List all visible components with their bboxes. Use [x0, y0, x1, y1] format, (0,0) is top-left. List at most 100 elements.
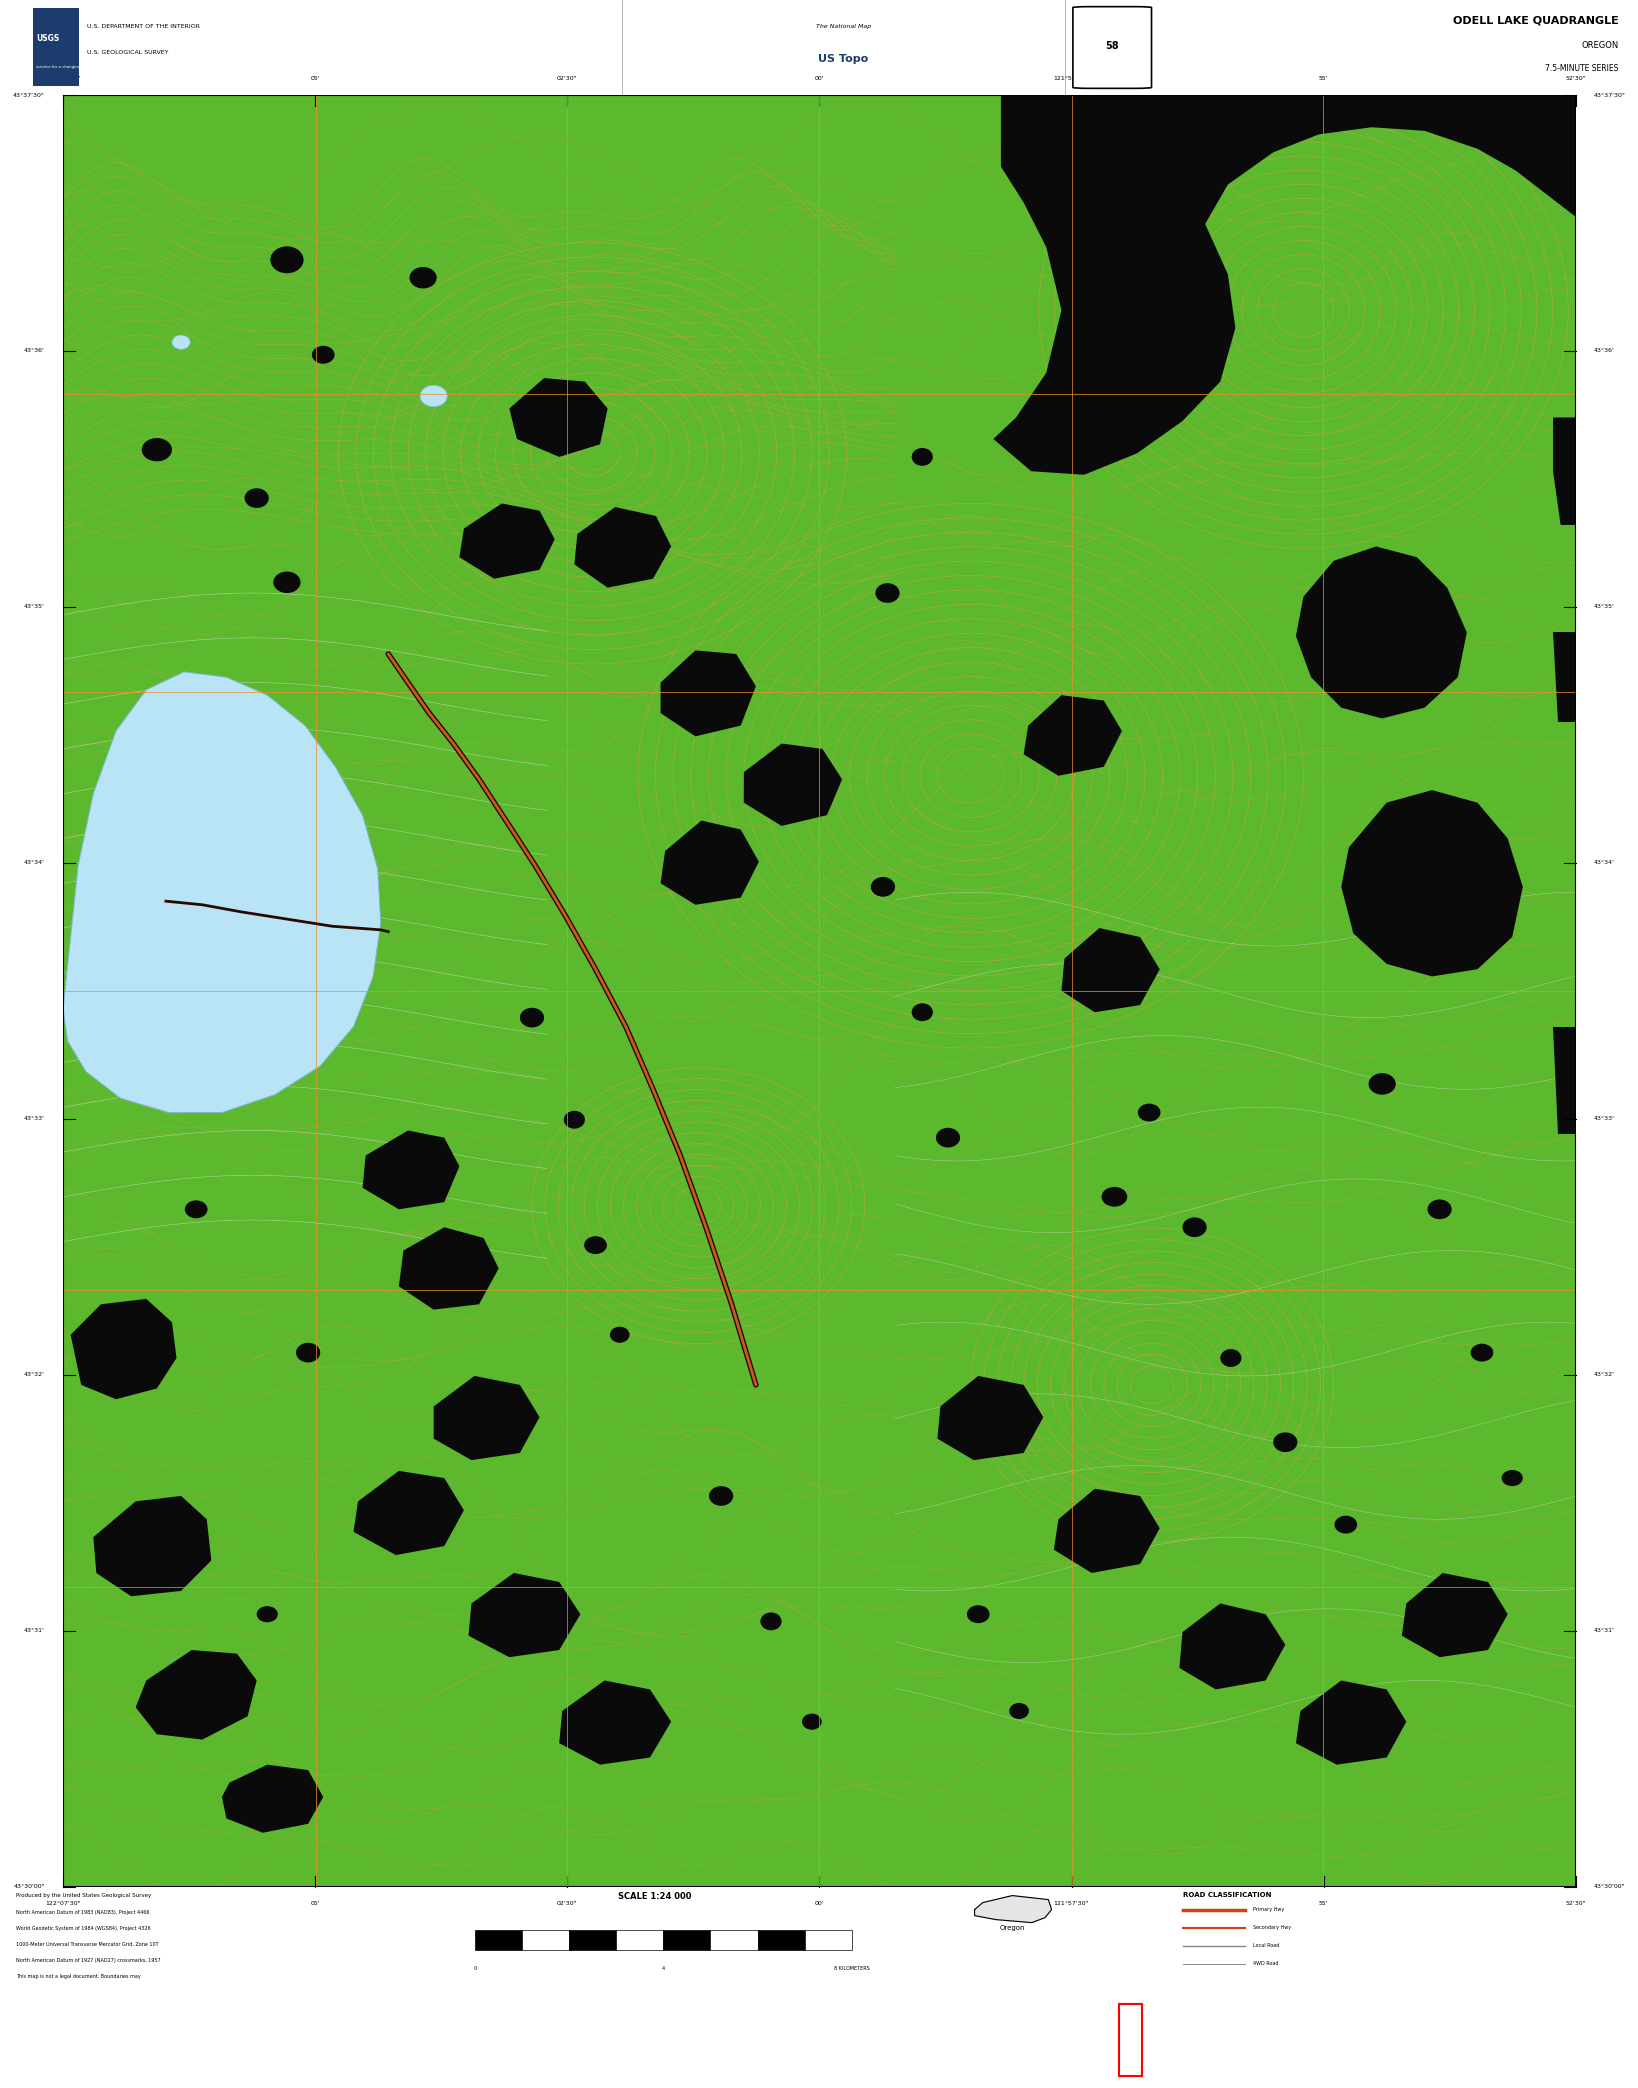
Ellipse shape [274, 572, 300, 593]
Text: 122°07'30": 122°07'30" [46, 75, 80, 81]
Text: 58: 58 [1106, 40, 1119, 50]
Text: 4WD Road: 4WD Road [1253, 1961, 1279, 1967]
Text: 43°30'00": 43°30'00" [1594, 1883, 1625, 1890]
Text: 121°57'30": 121°57'30" [1053, 1900, 1089, 1906]
Polygon shape [434, 1376, 539, 1460]
Text: 4: 4 [662, 1965, 665, 1971]
Polygon shape [975, 1896, 1052, 1923]
Text: Secondary Hwy: Secondary Hwy [1253, 1925, 1291, 1929]
Text: 52'30": 52'30" [1566, 1900, 1586, 1906]
Ellipse shape [172, 334, 190, 349]
Polygon shape [354, 1470, 464, 1556]
Ellipse shape [871, 877, 894, 896]
Polygon shape [1553, 633, 1576, 722]
Bar [523, 1929, 570, 1950]
Polygon shape [468, 1572, 580, 1658]
Ellipse shape [143, 438, 172, 461]
Text: 7.5-MINUTE SERIES: 7.5-MINUTE SERIES [1545, 65, 1618, 73]
Text: 43°31': 43°31' [25, 1629, 44, 1633]
Ellipse shape [296, 1343, 319, 1363]
Bar [711, 1929, 757, 1950]
Text: 1000-Meter Universal Transverse Mercator Grid, Zone 10T: 1000-Meter Universal Transverse Mercator… [16, 1942, 159, 1946]
Text: 43°31': 43°31' [1594, 1629, 1615, 1633]
Text: World Geodetic System of 1984 (WGS84). Project 4326: World Geodetic System of 1984 (WGS84). P… [16, 1925, 151, 1931]
Ellipse shape [1502, 1470, 1523, 1487]
Polygon shape [221, 1764, 323, 1833]
Text: 05': 05' [310, 75, 319, 81]
Ellipse shape [1220, 1349, 1242, 1368]
Bar [1119, 2004, 1142, 2075]
Text: 02'30": 02'30" [557, 75, 578, 81]
Text: 122°07'30": 122°07'30" [46, 1900, 80, 1906]
Text: 55': 55' [1319, 1900, 1328, 1906]
Text: 43°34': 43°34' [1594, 860, 1615, 864]
Polygon shape [509, 378, 608, 457]
Ellipse shape [585, 1236, 606, 1255]
Ellipse shape [803, 1714, 822, 1729]
Bar [570, 1929, 616, 1950]
Text: North American Datum of 1983 (NAD83). Project 4466: North American Datum of 1983 (NAD83). Pr… [16, 1911, 151, 1915]
Ellipse shape [1368, 1073, 1396, 1094]
Ellipse shape [1273, 1432, 1297, 1451]
Bar [475, 1929, 523, 1950]
Polygon shape [459, 503, 555, 578]
Bar [33, 8, 79, 86]
Text: Primary Hwy: Primary Hwy [1253, 1906, 1284, 1913]
Text: 43°33': 43°33' [1594, 1117, 1615, 1121]
Ellipse shape [1427, 1199, 1451, 1219]
Polygon shape [1296, 547, 1468, 718]
Text: 43°37'30": 43°37'30" [1594, 92, 1627, 98]
Ellipse shape [311, 347, 334, 363]
Ellipse shape [270, 246, 303, 274]
Ellipse shape [966, 1606, 989, 1622]
Polygon shape [575, 507, 672, 587]
Text: 00': 00' [814, 1900, 824, 1906]
Ellipse shape [563, 1111, 585, 1130]
Ellipse shape [709, 1487, 734, 1505]
Polygon shape [362, 1130, 459, 1209]
Text: 05': 05' [310, 1900, 319, 1906]
Text: 43°37'30": 43°37'30" [13, 92, 44, 98]
Text: 52'30": 52'30" [1566, 75, 1586, 81]
Text: U.S. GEOLOGICAL SURVEY: U.S. GEOLOGICAL SURVEY [87, 50, 169, 54]
Ellipse shape [1471, 1345, 1494, 1361]
Ellipse shape [1101, 1186, 1127, 1207]
Text: 43°34': 43°34' [25, 860, 44, 864]
Polygon shape [93, 1495, 211, 1597]
Ellipse shape [410, 267, 437, 288]
Text: 02'30": 02'30" [557, 1900, 578, 1906]
Polygon shape [1024, 695, 1122, 777]
Polygon shape [1053, 1489, 1160, 1572]
FancyBboxPatch shape [1073, 6, 1152, 88]
Text: 43°35': 43°35' [25, 603, 44, 610]
Polygon shape [136, 1650, 257, 1739]
Polygon shape [1061, 927, 1160, 1013]
Text: USGS: USGS [36, 33, 59, 42]
Text: 43°36': 43°36' [1594, 349, 1615, 353]
Polygon shape [400, 1228, 498, 1309]
Text: OREGON: OREGON [1581, 42, 1618, 50]
Polygon shape [744, 743, 842, 827]
Polygon shape [660, 649, 755, 737]
Text: The National Map: The National Map [816, 25, 871, 29]
Ellipse shape [912, 449, 934, 466]
Ellipse shape [609, 1326, 629, 1343]
Text: 00': 00' [814, 75, 824, 81]
Polygon shape [559, 1681, 672, 1764]
Text: 121°57'30": 121°57'30" [1053, 75, 1089, 81]
Ellipse shape [1138, 1105, 1160, 1121]
Polygon shape [1342, 789, 1523, 977]
Ellipse shape [185, 1201, 208, 1217]
Ellipse shape [760, 1612, 781, 1631]
Bar [616, 1929, 663, 1950]
Text: U.S. DEPARTMENT OF THE INTERIOR: U.S. DEPARTMENT OF THE INTERIOR [87, 25, 200, 29]
Text: ODELL LAKE QUADRANGLE: ODELL LAKE QUADRANGLE [1453, 17, 1618, 25]
Text: SCALE 1:24 000: SCALE 1:24 000 [619, 1892, 691, 1900]
Text: 43°32': 43°32' [25, 1372, 44, 1378]
Ellipse shape [257, 1606, 278, 1622]
Text: North American Datum of 1927 (NAD27) crossmarks, 1957: North American Datum of 1927 (NAD27) cro… [16, 1959, 161, 1963]
Polygon shape [70, 1299, 177, 1399]
Polygon shape [660, 821, 758, 904]
Ellipse shape [875, 583, 899, 603]
Polygon shape [1296, 1681, 1407, 1764]
